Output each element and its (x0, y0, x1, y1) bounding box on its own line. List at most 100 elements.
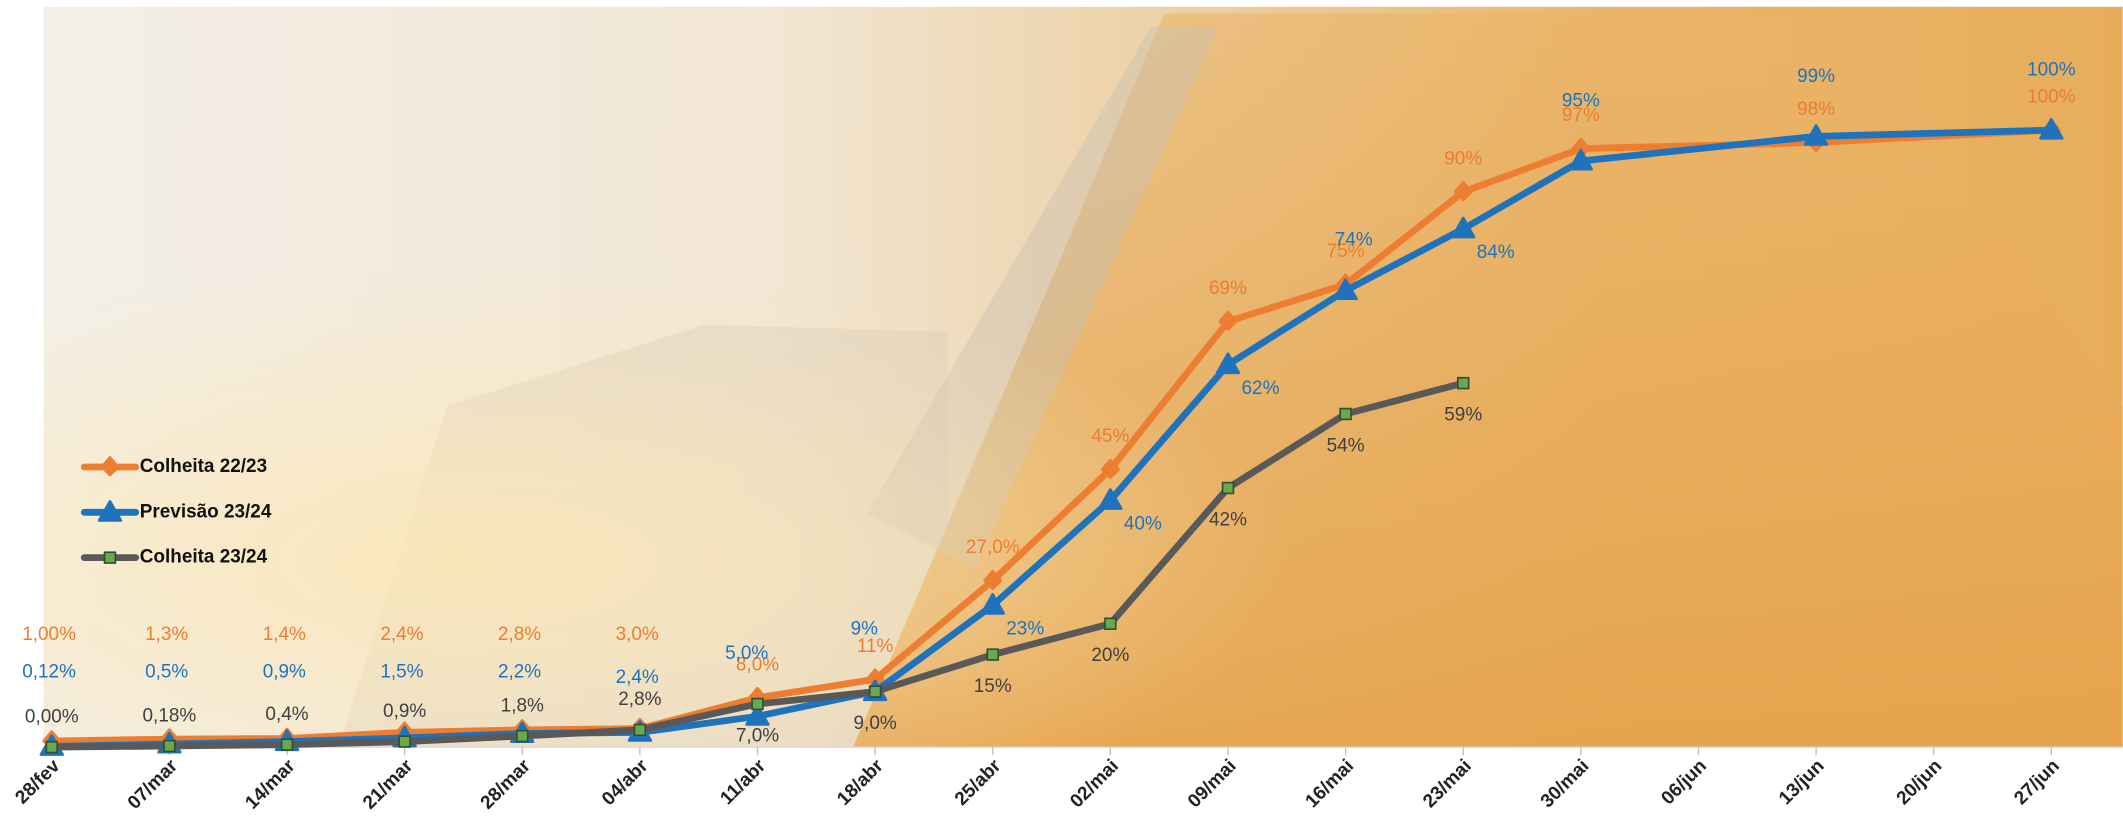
x-tick-label: 14/mar (241, 755, 299, 813)
point (1333, 278, 1358, 301)
background-glow (43, 6, 2123, 748)
x-tick-label: 06/jun (1657, 756, 1711, 810)
point (1803, 124, 1829, 146)
legend-marker (100, 456, 120, 477)
data-label: 5,0% (725, 643, 768, 664)
data-label: 62% (1242, 378, 1280, 399)
data-label: 1,00% (22, 624, 76, 645)
point (745, 704, 770, 726)
point (1451, 216, 1476, 239)
point (45, 740, 59, 754)
legend-item: Previsão 23/24 (80, 500, 272, 522)
line (48, 126, 2055, 750)
data-label: 2,2% (498, 662, 541, 683)
x-tick-label: 28/fev (11, 755, 64, 808)
data-label: 2,8% (498, 624, 541, 645)
x-tick-label: 16/mai (1302, 756, 1359, 813)
point (1568, 148, 1594, 171)
data-label: 0,18% (143, 705, 197, 726)
data-label: 11% (857, 636, 894, 657)
data-label: 3,0% (616, 624, 659, 645)
data-label: 45% (1091, 426, 1129, 447)
data-label: 9% (851, 618, 879, 639)
data-label: 54% (1327, 435, 1365, 456)
data-label: 97% (1562, 105, 1600, 126)
point (1221, 481, 1235, 495)
point (986, 648, 999, 661)
data-label: 0,4% (265, 704, 308, 725)
data-label: 7,0% (736, 725, 779, 746)
x-tick-label: 21/mar (359, 755, 417, 813)
data-label: 75% (1327, 241, 1365, 262)
point (516, 729, 529, 743)
data-label: 99% (1797, 66, 1835, 87)
point (868, 685, 882, 698)
x-tick-label: 07/mar (124, 755, 182, 813)
data-label: 40% (1124, 514, 1162, 535)
x-tick-label: 02/mai (1066, 756, 1123, 813)
data-label: 59% (1444, 405, 1482, 426)
legend-marker (103, 551, 117, 564)
point (1098, 488, 1123, 510)
point (1100, 458, 1120, 479)
point (633, 723, 647, 737)
data-label: 1,8% (501, 695, 544, 716)
data-label: 74% (1335, 229, 1373, 250)
x-tick-label: 25/abr (951, 755, 1006, 810)
data-label: 95% (1562, 90, 1600, 111)
data-label: 0,00% (25, 706, 79, 727)
data-label: 15% (974, 676, 1012, 697)
x-tick-label: 20/jun (1893, 756, 1947, 810)
x-tick-label: 09/mai (1184, 756, 1241, 813)
point (398, 735, 411, 748)
x-tick-label: 23/mai (1419, 756, 1476, 813)
point (2039, 117, 2064, 140)
data-label: 42% (1209, 509, 1247, 530)
x-tick-label: 18/abr (833, 755, 888, 810)
point (163, 739, 176, 753)
data-label: 69% (1209, 278, 1247, 299)
x-tick-label: 13/jun (1775, 756, 1829, 810)
legend-label: Colheita 22/23 (140, 456, 267, 477)
data-label: 1,3% (145, 624, 188, 645)
point (983, 569, 1003, 591)
data-label: 0,9% (263, 662, 306, 683)
point (1456, 376, 1470, 390)
data-label: 23% (1006, 619, 1044, 640)
data-label: 1,5% (380, 662, 423, 683)
data-label: 0,5% (145, 662, 188, 683)
point (280, 738, 294, 751)
point (980, 593, 1005, 615)
data-label: 2,8% (618, 689, 661, 710)
point (1104, 617, 1117, 630)
point (1339, 407, 1352, 421)
x-tick-label: 30/mai (1537, 756, 1594, 813)
x-tick-label: 28/mar (477, 755, 535, 813)
data-label: 0,9% (383, 701, 426, 722)
x-tick-label: 04/abr (598, 755, 653, 810)
data-label: 2,4% (616, 667, 659, 688)
data-label: 100% (2027, 87, 2076, 108)
data-label: 84% (1477, 242, 1515, 263)
legend-item: Colheita 23/24 (80, 547, 268, 568)
point (1453, 181, 1473, 202)
legend-item: Colheita 22/23 (80, 456, 267, 477)
data-label: 9,0% (854, 713, 897, 734)
data-label: 0,12% (22, 662, 76, 683)
data-label: 8,0% (736, 654, 779, 675)
data-label: 2,4% (380, 624, 423, 645)
legend-label: Previsão 23/24 (140, 501, 272, 522)
data-label: 100% (2027, 60, 2076, 81)
data-label: 20% (1091, 645, 1129, 666)
data-label: 27,0% (966, 537, 1020, 558)
legend-label: Colheita 23/24 (140, 547, 268, 568)
data-label: 98% (1797, 99, 1835, 120)
data-label: 1,4% (263, 624, 306, 645)
x-tick-label: 27/jun (2010, 756, 2064, 810)
point (1215, 352, 1241, 375)
x-tick-label: 11/abr (716, 755, 770, 809)
line (48, 126, 2055, 745)
data-label: 90% (1444, 148, 1482, 169)
series (45, 376, 1470, 754)
